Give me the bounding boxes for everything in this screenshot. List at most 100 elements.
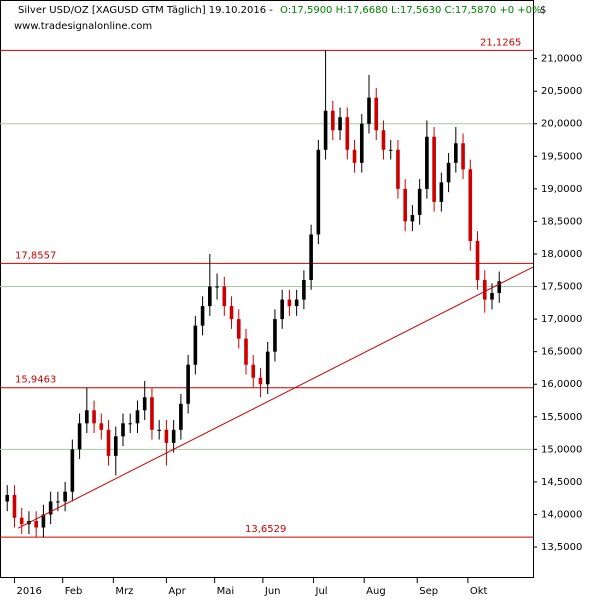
plot-frame (0, 0, 534, 578)
candle-body (331, 110, 335, 131)
candle-body (48, 501, 53, 515)
quote: O:17,5900 H:17,6680 L:17,5630 C:17,5870 … (280, 5, 542, 16)
candle-body (99, 423, 104, 430)
y-tick-label: 18,0000 (541, 249, 582, 260)
x-tick-label: 2016 (16, 586, 41, 597)
candle-body (236, 319, 241, 339)
candle-body (396, 149, 400, 189)
candle-body (388, 149, 393, 151)
candle-body (302, 280, 306, 300)
candle-body (273, 319, 277, 352)
y-tick-label: 15,0000 (541, 444, 582, 455)
source: www.tradesignalonline.com (14, 21, 152, 32)
y-tick-label: 13,5000 (541, 542, 582, 553)
candle-body (345, 117, 350, 150)
y-tick-label: 15,5000 (541, 412, 582, 423)
y-tick-label: 16,5000 (541, 347, 582, 358)
y-unit: $ (540, 5, 546, 16)
candle-body (157, 429, 161, 431)
candle-body (425, 136, 429, 189)
level-label: 21,1265 (480, 37, 521, 48)
candle-body (179, 403, 183, 430)
candle-body (352, 149, 357, 163)
candle-body (106, 429, 111, 456)
candle-body (403, 188, 407, 222)
x-tick-label: Feb (65, 586, 83, 597)
candle-body (280, 299, 284, 320)
candle-body (468, 169, 473, 241)
candle-body (374, 97, 379, 131)
candle-body (417, 188, 422, 215)
x-tick-label: Apr (168, 586, 186, 597)
candle-body (92, 410, 96, 424)
candle-body (142, 397, 147, 411)
candle-body (381, 130, 386, 150)
x-tick-label: Sep (419, 586, 438, 597)
y-tick-label: 17,5000 (541, 282, 582, 293)
y-tick-label: 16,0000 (541, 379, 582, 390)
candle-body (432, 136, 436, 202)
candle-body (323, 110, 328, 150)
x-tick-label: Okt (470, 586, 488, 597)
x-tick-label: Jun (264, 586, 281, 597)
trendline (17, 266, 534, 529)
candle-body (85, 410, 89, 424)
candle-body (77, 423, 82, 450)
candle-body (287, 299, 292, 307)
level-label: 17,8557 (15, 250, 56, 261)
y-tick-label: 14,0000 (541, 509, 582, 520)
candle-body (128, 423, 133, 425)
candle-body (461, 143, 465, 170)
x-tick-label: Mai (217, 586, 235, 597)
candle-body (34, 520, 38, 528)
candle-body (56, 501, 60, 503)
y-tick-label: 20,5000 (541, 86, 582, 97)
candle-body (251, 364, 256, 378)
candle-body (446, 162, 451, 183)
chart-title: Silver USD/OZ [XAGUSD GTM Täglich] 19.10… (18, 5, 273, 16)
candle-body (164, 429, 169, 443)
y-tick-label: 14,5000 (541, 477, 582, 488)
candle-body (208, 286, 212, 307)
candle-body (482, 280, 487, 300)
candle-body (150, 397, 154, 430)
candle-body (294, 299, 299, 307)
candle-body (63, 491, 67, 502)
candle-body (41, 514, 46, 528)
candle-body (215, 286, 219, 288)
level-label: 13,6529 (245, 524, 286, 535)
candle-body (121, 423, 125, 437)
y-tick-label: 17,0000 (541, 314, 582, 325)
candle-body (367, 97, 371, 124)
candle-body (200, 306, 205, 326)
y-tick-label: 18,5000 (541, 216, 582, 227)
candle-body (186, 364, 190, 404)
y-tick-label: 19,5000 (541, 151, 582, 162)
candle-body (490, 293, 494, 300)
candle-body (244, 338, 248, 365)
y-tick-label: 21,0000 (541, 54, 582, 65)
y-tick-label: 20,0000 (541, 119, 582, 130)
candle-body (171, 429, 176, 443)
candle-body (454, 143, 458, 163)
candle-body (222, 286, 227, 307)
candle-body (309, 234, 313, 281)
candle-body (113, 436, 118, 456)
level-label: 15,9463 (15, 375, 56, 386)
candle-body (70, 449, 75, 492)
candle-body (19, 517, 24, 525)
candle-body (5, 494, 10, 502)
candle-body (229, 306, 234, 320)
candle-body (193, 325, 198, 365)
candle-body (316, 149, 321, 235)
x-tick-label: Mrz (115, 586, 133, 597)
candle-body (439, 182, 444, 202)
candle-body (265, 351, 270, 385)
y-tick-label: 19,0000 (541, 184, 582, 195)
candle-body (359, 123, 364, 163)
candle-body (410, 214, 415, 222)
candle-body (497, 281, 502, 294)
x-tick-label: Jul (315, 586, 328, 597)
